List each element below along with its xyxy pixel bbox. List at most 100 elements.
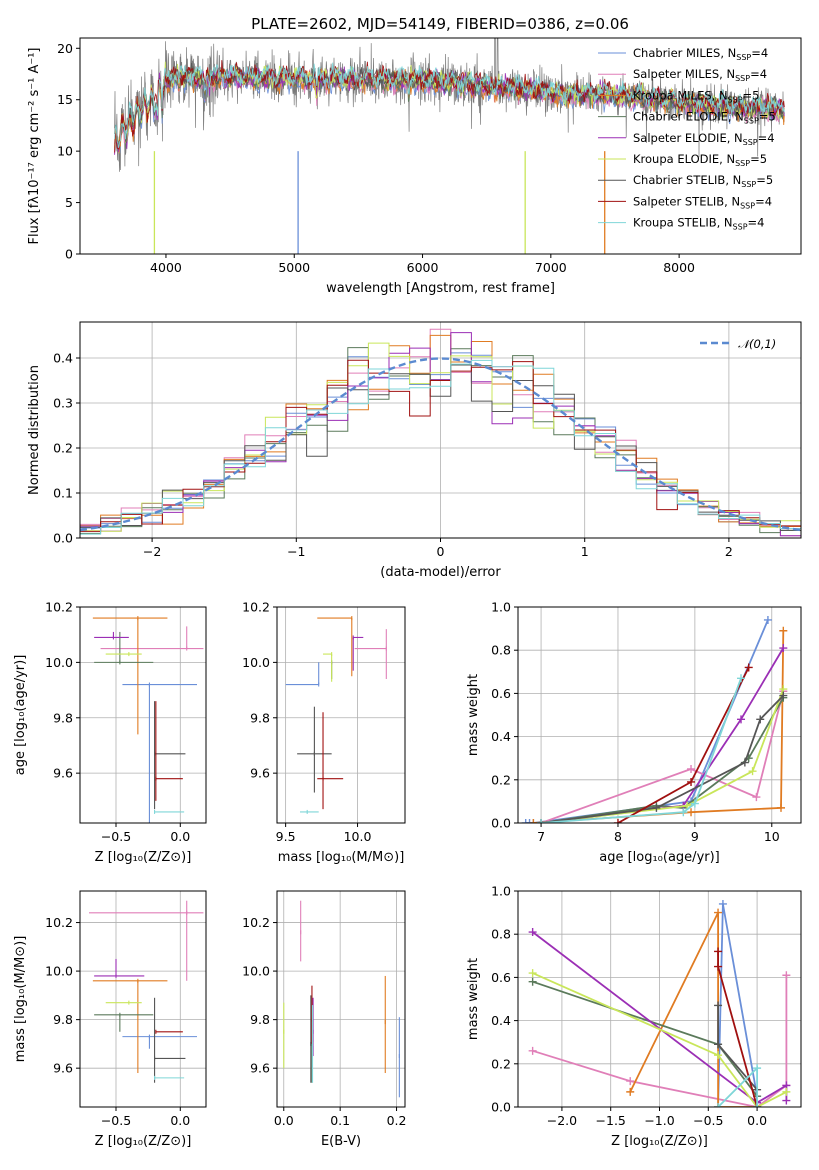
y-tick-label: 0.4: [491, 1013, 511, 1028]
y-axis-label: mass weight: [466, 958, 481, 1040]
weight-series-line: [533, 630, 785, 823]
y-tick-label: 0.2: [53, 441, 73, 456]
weight-point-marker: [528, 969, 537, 978]
legend-entry: Salpeter STELIB, NSSP=4: [633, 194, 772, 210]
y-tick-label: 10.2: [242, 915, 270, 930]
weight-point-marker: [714, 1051, 723, 1060]
y-tick-label: 0.2: [491, 772, 511, 787]
weight-series-line: [540, 688, 785, 823]
y-tick-label: 9.6: [53, 1061, 73, 1076]
x-axis-label: age [log₁₀(age/yr)]: [599, 850, 720, 865]
x-tick-label: −1.0: [644, 1113, 674, 1128]
residuals-axes-frame: [79, 321, 802, 539]
residuals-plot-area: [80, 322, 801, 538]
y-tick-label: 20: [57, 41, 73, 56]
x-tick-label: 0: [437, 544, 445, 559]
y-tick-label: 10.2: [45, 915, 73, 930]
age_vs_Z-axes-frame: [79, 606, 207, 824]
weight-point-marker: [528, 1046, 537, 1055]
x-tick-label: 0.0: [747, 1113, 767, 1128]
weight-series-line: [532, 975, 788, 1107]
weight-point-marker: [753, 1103, 762, 1107]
weight-point-marker: [528, 928, 537, 937]
x-tick-label: 7: [537, 829, 545, 844]
weight-point-marker: [687, 765, 696, 773]
y-tick-label: 10.0: [242, 655, 270, 670]
y-tick-label: 0.8: [491, 643, 511, 658]
y-tick-label: 10.2: [45, 600, 73, 615]
y-tick-label: 9.8: [53, 710, 73, 725]
x-tick-label: −1.5: [596, 1113, 626, 1128]
y-tick-label: 0.0: [491, 816, 511, 831]
weight_vs_age-plot-area: [518, 607, 801, 823]
y-tick-label: 9.6: [53, 766, 73, 781]
x-tick-label: −2.0: [547, 1113, 577, 1128]
weight-point-marker: [763, 615, 772, 624]
y-tick-label: 0: [65, 247, 73, 262]
x-tick-label: −0.5: [693, 1113, 723, 1128]
mass_vs_Z-plot-area: [80, 891, 206, 1107]
y-tick-label: 10.0: [45, 655, 73, 670]
x-axis-label: mass [log₁₀(M/M⊙)]: [278, 850, 405, 865]
chart-title: PLATE=2602, MJD=54149, FIBERID=0386, z=0…: [251, 15, 629, 33]
residuals-panel: −2 −1 0 1 2 0.0 0.1 0.2 0.3 0.4 (data-model)/error…: [27, 321, 802, 580]
x-tick-label: 0.0: [274, 1113, 294, 1128]
residual-histogram: [80, 364, 801, 538]
weight-point-marker: [687, 777, 696, 786]
mass_vs_Z-axes-frame: [79, 890, 207, 1108]
y-axis-label: Flux [fλ10⁻¹⁷ erg cm⁻² s⁻¹ A⁻¹]: [27, 48, 42, 245]
weight_vs_Z-panel: −2.0 −1.5 −1.0 −0.5 0.0 0.0 0.2 0.4 0.6 0.8 1.0 Z […: [466, 884, 802, 1149]
y-tick-label: 9.6: [250, 766, 270, 781]
residual-histogram: [80, 334, 801, 538]
y-axis-label: mass weight: [466, 674, 481, 756]
weight_vs_Z-axes-frame: [517, 890, 802, 1108]
weight-point-marker: [744, 663, 753, 672]
y-tick-label: 0.6: [491, 970, 511, 985]
y-tick-label: 9.8: [250, 1012, 270, 1027]
weight-point-marker: [737, 674, 746, 683]
weight-point-marker: [714, 1040, 723, 1049]
weight-series-line: [717, 951, 758, 1107]
weight-point-marker: [613, 819, 622, 823]
x-tick-label: 5000: [278, 260, 310, 275]
y-tick-label: 0.1: [53, 486, 73, 501]
weight-point-marker: [537, 819, 546, 823]
x-tick-label: 9.5: [276, 829, 296, 844]
residual-histogram: [80, 342, 801, 538]
y-tick-label: 0.0: [53, 531, 73, 546]
residual-histogram: [80, 359, 801, 538]
weight-point-marker: [714, 962, 723, 971]
weight-point-marker: [782, 1096, 791, 1105]
x-tick-label: −0.5: [101, 1113, 131, 1128]
x-tick-label: 0.0: [170, 1113, 190, 1128]
x-tick-label: −1: [287, 544, 305, 559]
weight-point-marker: [652, 803, 661, 812]
y-tick-label: 9.8: [250, 710, 270, 725]
weight-series-line: [532, 980, 758, 1107]
x-tick-label: −2: [143, 544, 161, 559]
x-tick-label: 7000: [535, 260, 567, 275]
x-tick-label: 0.0: [170, 829, 190, 844]
normal-reference-curve: [80, 357, 801, 532]
y-axis-label: Normed distribution: [27, 365, 42, 495]
y-tick-label: 9.8: [53, 1012, 73, 1027]
y-tick-label: 10.2: [242, 600, 270, 615]
x-tick-label: 4000: [150, 260, 182, 275]
x-tick-label: 10.0: [344, 829, 372, 844]
y-tick-label: 0.4: [491, 729, 511, 744]
weight-point-marker: [748, 767, 757, 776]
y-tick-label: 15: [57, 92, 73, 107]
weight_vs_Z-plot-area: [518, 891, 801, 1107]
weight-point-marker: [756, 715, 765, 724]
mass_vs_ebv-panel: 0.0 0.1 0.2 9.6 9.8 10.0 10.2 E(B-V): [242, 890, 406, 1149]
weight-point-marker: [525, 819, 534, 823]
weight-point-marker: [718, 899, 727, 908]
x-tick-label: 1: [581, 544, 589, 559]
weight-series-line: [540, 647, 785, 823]
spectrum-panel: PLATE=2602, MJD=54149, FIBERID=0386, z=0…: [27, 15, 802, 296]
y-tick-label: 5: [65, 195, 73, 210]
y-tick-label: 0.4: [53, 351, 73, 366]
y-tick-label: 0.2: [491, 1056, 511, 1071]
legend-entry: Kroupa STELIB, NSSP=4: [633, 216, 764, 232]
